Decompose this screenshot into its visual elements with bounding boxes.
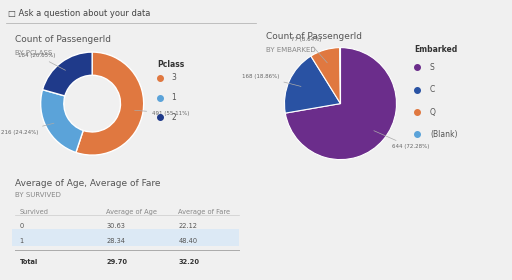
FancyBboxPatch shape [12, 228, 239, 246]
Text: BY PCLASS: BY PCLASS [15, 50, 52, 57]
Text: 491 (55.11%): 491 (55.11%) [135, 110, 189, 116]
Text: Average of Fare: Average of Fare [178, 209, 230, 215]
Text: Average of Age, Average of Fare: Average of Age, Average of Fare [15, 179, 160, 188]
Text: BY EMBARKED: BY EMBARKED [266, 47, 316, 53]
Text: 184 (20.65%): 184 (20.65%) [18, 53, 66, 70]
Text: 29.70: 29.70 [106, 258, 127, 265]
Wedge shape [76, 52, 144, 155]
Text: Total: Total [19, 258, 38, 265]
Wedge shape [40, 90, 83, 153]
Text: 2: 2 [172, 113, 176, 122]
Text: 77 (8.64%): 77 (8.64%) [291, 37, 327, 63]
Wedge shape [339, 48, 340, 104]
Wedge shape [285, 48, 396, 160]
Text: 168 (18.86%): 168 (18.86%) [242, 74, 301, 87]
Wedge shape [285, 56, 340, 113]
Text: 644 (72.28%): 644 (72.28%) [374, 131, 429, 150]
Text: 32.20: 32.20 [178, 258, 199, 265]
Text: 3: 3 [172, 73, 177, 82]
Text: 30.63: 30.63 [106, 223, 125, 229]
Text: 22.12: 22.12 [178, 223, 198, 229]
Text: BY SURVIVED: BY SURVIVED [15, 192, 60, 198]
Text: C: C [430, 85, 435, 94]
Wedge shape [311, 48, 340, 104]
Text: □ Ask a question about your data: □ Ask a question about your data [8, 9, 150, 18]
Text: Count of PassengerId: Count of PassengerId [15, 36, 111, 45]
Text: S: S [430, 63, 435, 72]
Text: (Blank): (Blank) [430, 130, 457, 139]
Text: 216 (24.24%): 216 (24.24%) [1, 123, 54, 135]
Text: 48.40: 48.40 [178, 238, 198, 244]
Wedge shape [42, 52, 92, 96]
Text: Q: Q [430, 108, 436, 116]
Text: 0: 0 [19, 223, 24, 229]
Text: 28.34: 28.34 [106, 238, 125, 244]
Text: 1: 1 [172, 93, 176, 102]
Text: Pclass: Pclass [158, 60, 185, 69]
Text: Survived: Survived [19, 209, 49, 215]
Text: Average of Age: Average of Age [106, 209, 157, 215]
Text: Embarked: Embarked [414, 45, 457, 54]
Text: 1: 1 [19, 238, 24, 244]
Text: Count of PassengerId: Count of PassengerId [266, 32, 362, 41]
